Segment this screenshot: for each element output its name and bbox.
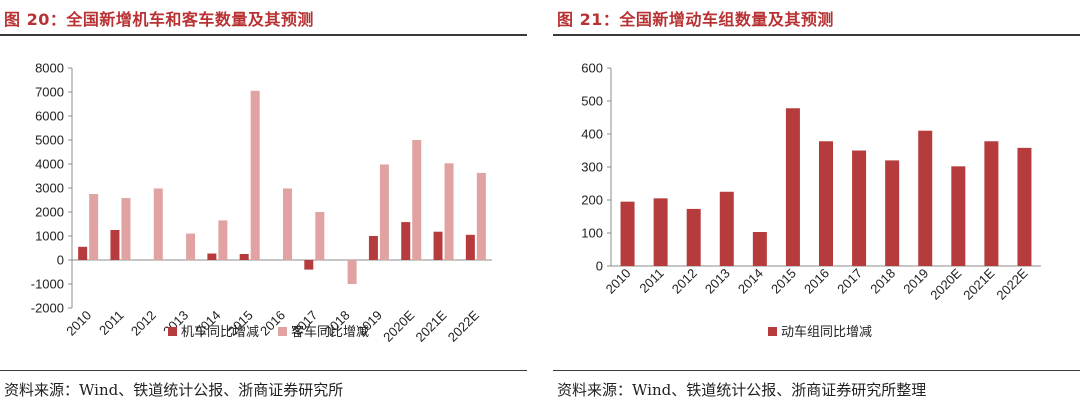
- fig20-bar-s2: [218, 220, 228, 260]
- fig21-bar-s1: [620, 201, 635, 266]
- fig20-bar-s2: [250, 90, 260, 260]
- fig21-x-tick-label: 2018: [867, 266, 898, 297]
- fig20-bar-s1: [304, 260, 314, 270]
- fig21-bar-s1: [653, 198, 668, 266]
- fig20-bar-s2: [412, 140, 422, 260]
- fig21-x-tick-label: 2014: [735, 266, 766, 297]
- fig20-x-tick-label: 2020E: [380, 307, 417, 344]
- fig20-bar-s2: [347, 260, 357, 284]
- figure-21-source: 资料来源：Wind、铁道统计公报、浙商证券研究所整理: [557, 381, 927, 399]
- fig21-x-tick-label: 2012: [669, 266, 700, 297]
- figure-20-top-rule: [0, 34, 527, 36]
- fig20-bar-s1: [433, 231, 443, 260]
- fig21-x-tick-label: 2013: [702, 266, 733, 297]
- fig20-bar-s1: [78, 246, 88, 260]
- figure-20-chart: 8000 7000 6000 5000 4000 3000 2000 1000 0 -1000 -2…: [31, 61, 492, 345]
- fig20-legend-label: 客车同比增减: [291, 324, 369, 339]
- fig20-legend-swatch: [168, 327, 177, 336]
- figure-21-bottom-rule: [553, 370, 1080, 371]
- fig20-x-tick-label: 2021E: [412, 307, 449, 344]
- figure-21-top-rule: [553, 34, 1080, 36]
- fig21-x-tick-label: 2016: [801, 266, 832, 297]
- fig21-y-tick-label: 600: [581, 61, 603, 76]
- fig21-bar-s1: [752, 232, 767, 266]
- fig20-x-tick-label: 2022E: [445, 307, 482, 344]
- fig20-bar-s2: [315, 212, 325, 260]
- figure-21-panel: 图 21：全国新增动车组数量及其预测 600 500 400 300 200 100 0 20…: [553, 0, 1080, 407]
- fig21-y-tick-label: 200: [581, 193, 603, 208]
- figure-20-bottom-rule: [0, 370, 527, 371]
- fig21-y-tick-label: 400: [581, 127, 603, 142]
- fig20-y-tick-label: -1000: [31, 277, 64, 292]
- fig21-bar-s1: [719, 191, 734, 266]
- figure-21-title: 图 21：全国新增动车组数量及其预测: [557, 10, 834, 29]
- fig21-bar-s1: [984, 141, 999, 266]
- fig20-bar-s2: [121, 198, 131, 260]
- fig21-x-tick-label: 2010: [603, 266, 634, 297]
- fig21-bar-s1: [951, 166, 966, 266]
- fig20-y-tick-label: 0: [57, 253, 64, 268]
- fig20-y-tick-label: 2000: [35, 205, 64, 220]
- figure-20-title: 图 20：全国新增机车和客车数量及其预测: [4, 10, 314, 29]
- fig20-bar-s1: [368, 236, 378, 260]
- fig21-x-tick-label: 2020E: [927, 265, 964, 302]
- fig21-x-tick-label: 2022E: [993, 265, 1030, 302]
- fig21-x-tick-label: 2011: [636, 266, 666, 296]
- fig20-bar-s1: [465, 234, 475, 260]
- fig21-x-tick-label: 2017: [834, 266, 865, 297]
- fig20-bar-s2: [89, 194, 99, 260]
- fig20-bar-s1: [207, 253, 217, 260]
- fig20-bar-s2: [379, 164, 389, 260]
- fig21-bar-s1: [918, 130, 933, 266]
- fig21-legend-label: 动车组同比增减: [781, 324, 872, 339]
- fig20-y-tick-label: 8000: [35, 61, 64, 76]
- fig21-y-tick-label: 100: [581, 226, 603, 241]
- fig21-bar-s1: [819, 141, 833, 266]
- fig20-y-tick-label: 4000: [35, 157, 64, 172]
- fig20-y-tick-label: 1000: [35, 229, 64, 244]
- fig20-legend-swatch: [278, 327, 287, 336]
- fig21-bar-s1: [852, 150, 867, 266]
- fig20-bar-s2: [186, 233, 196, 260]
- fig20-bar-s2: [444, 163, 454, 260]
- fig20-bar-s2: [476, 172, 486, 260]
- fig21-bar-s1: [885, 160, 900, 266]
- fig20-x-tick-label: 2011: [96, 308, 126, 338]
- fig20-bar-s2: [283, 188, 292, 260]
- fig21-bar-s1: [686, 208, 701, 266]
- fig21-x-tick-label: 2015: [768, 266, 799, 297]
- fig21-bar-s1: [785, 108, 800, 266]
- fig21-y-tick-label: 300: [581, 160, 603, 175]
- figure-20-panel: 图 20：全国新增机车和客车数量及其预测 8000 7000 6000 5000 400…: [0, 0, 527, 407]
- fig20-bar-s1: [401, 222, 411, 260]
- fig20-bar-s2: [153, 188, 163, 260]
- fig20-bar-s1: [110, 230, 120, 260]
- fig21-x-tick-label: 2021E: [960, 265, 997, 302]
- fig20-x-tick-label: 2010: [63, 308, 94, 339]
- fig21-legend-swatch: [768, 327, 777, 336]
- fig21-y-tick-label: 0: [596, 259, 603, 274]
- fig20-x-tick-label: 2012: [128, 308, 159, 339]
- fig20-y-tick-label: 6000: [35, 109, 64, 124]
- fig20-y-tick-label: -2000: [31, 301, 64, 316]
- fig20-y-tick-label: 5000: [35, 133, 64, 148]
- fig21-y-tick-label: 500: [581, 94, 603, 109]
- fig20-legend-label: 机车同比增减: [181, 324, 259, 339]
- fig20-bar-s1: [239, 254, 249, 260]
- figure-20-source: 资料来源：Wind、铁道统计公报、浙商证券研究所: [4, 381, 344, 399]
- fig20-y-tick-label: 7000: [35, 85, 64, 100]
- fig20-y-tick-label: 3000: [35, 181, 64, 196]
- fig21-bar-s1: [1017, 147, 1032, 266]
